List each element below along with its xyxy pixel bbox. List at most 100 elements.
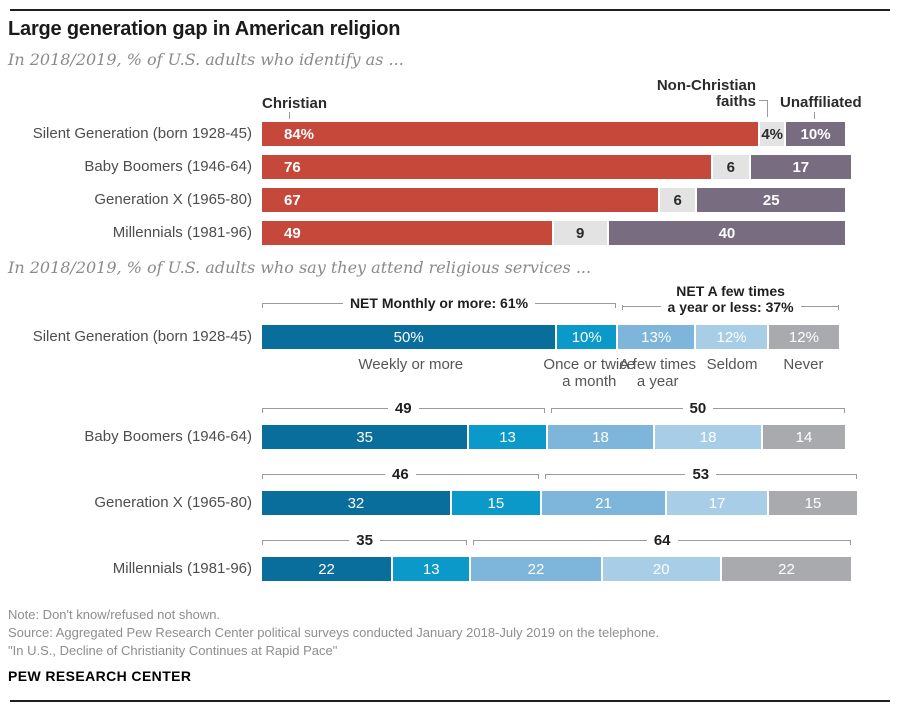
axis-label-never: Never bbox=[783, 356, 824, 373]
page-title: Large generation gap in American religio… bbox=[8, 18, 401, 40]
bracket-line bbox=[545, 473, 686, 475]
bar-segment-non-christian-faiths: 4% bbox=[760, 122, 784, 146]
bar-segment-value: 17 bbox=[792, 158, 810, 176]
bar-segment-seldom: 17 bbox=[667, 491, 767, 515]
stacked-bar: 50% 10% 13% 12% 12% bbox=[262, 325, 840, 349]
stacked-bar: 84% 4% 10% bbox=[262, 122, 846, 146]
legend-unaffiliated-label: Unaffiliated bbox=[780, 94, 862, 111]
top-divider bbox=[10, 9, 890, 11]
bar-segment-christian: 67 bbox=[262, 188, 658, 212]
bar-segment-unaffiliated: 10% bbox=[786, 122, 846, 146]
bar-segment-weekly-or-more: 32 bbox=[262, 491, 450, 515]
bracket-tick bbox=[262, 473, 263, 479]
bar-segment-seldom: 18 bbox=[655, 425, 761, 449]
legend-non-christian-label: Non-Christian faiths bbox=[656, 77, 756, 110]
net-left-bracket: 35 bbox=[262, 530, 468, 550]
net-left-bracket: 49 bbox=[262, 398, 545, 418]
bar-segment-seldom: 12% bbox=[696, 325, 767, 349]
source-line: Source: Aggregated Pew Research Center p… bbox=[8, 625, 660, 640]
bracket-tick bbox=[262, 407, 263, 413]
bracket-line bbox=[551, 407, 683, 409]
bar-segment-value: 49 bbox=[284, 224, 301, 242]
bar-segment-non-christian-faiths: 6 bbox=[659, 188, 696, 212]
net-right-bracket: 50 bbox=[550, 398, 846, 418]
bar-segment-value: 10% bbox=[571, 328, 602, 346]
row-label-generation-x-1965-80: Generation X (1965-80) bbox=[94, 494, 252, 511]
chart2-subtitle: In 2018/2019, % of U.S. adults who say t… bbox=[8, 258, 592, 277]
bar-segment-value: 18 bbox=[592, 428, 609, 446]
net-right-bracket-label: 64 bbox=[653, 531, 671, 549]
bar-segment-value: 67 bbox=[284, 191, 301, 209]
non-christian-leader-line-v bbox=[767, 100, 768, 117]
bar-segment-a-few-times-a-year: 13% bbox=[618, 325, 695, 349]
bar-segment-value: 15 bbox=[487, 494, 505, 512]
bar-segment-value: 14 bbox=[795, 428, 813, 446]
bar-segment-unaffiliated: 40 bbox=[608, 221, 846, 245]
bar-segment-value: 4% bbox=[761, 125, 784, 143]
net-left-bracket-label: 35 bbox=[356, 531, 373, 549]
stacked-bar: 22 13 22 20 22 bbox=[262, 557, 852, 581]
bracket-line bbox=[263, 407, 388, 409]
bottom-divider bbox=[10, 700, 890, 702]
row-label-silent-generation-born-1928-45: Silent Generation (born 1928-45) bbox=[32, 328, 252, 345]
bar-segment-value: 32 bbox=[347, 494, 365, 512]
bar-segment-christian: 84% bbox=[262, 122, 759, 146]
bar-segment-once-or-twice-a-month: 13 bbox=[469, 425, 546, 449]
bar-segment-a-few-times-a-year: 21 bbox=[541, 491, 666, 515]
bracket-tick bbox=[615, 302, 617, 308]
bar-segment-value: 17 bbox=[708, 494, 726, 512]
brand-label: PEW RESEARCH CENTER bbox=[8, 668, 192, 684]
bar-segment-weekly-or-more: 22 bbox=[262, 557, 392, 581]
bar-segment-value: 6 bbox=[726, 158, 736, 176]
bar-segment-value: 9 bbox=[575, 224, 585, 242]
bar-segment-a-few-times-a-year: 18 bbox=[547, 425, 654, 449]
bracket-tick bbox=[544, 473, 546, 479]
bar-segment-value: 76 bbox=[284, 158, 301, 176]
report-title-line: "In U.S., Decline of Christianity Contin… bbox=[8, 643, 338, 658]
net-few-times-bracket: NET A few times a year or less: 37% bbox=[622, 281, 840, 315]
bracket-line bbox=[263, 473, 385, 475]
unaffiliated-leader-line bbox=[814, 112, 815, 119]
row-label-baby-boomers-1946-64: Baby Boomers (1946-64) bbox=[84, 158, 252, 175]
bar-segment-unaffiliated: 25 bbox=[697, 188, 846, 212]
stacked-bar: 67 6 25 bbox=[262, 188, 846, 212]
bar-segment-value: 50% bbox=[393, 328, 424, 346]
bar-segment-weekly-or-more: 35 bbox=[262, 425, 468, 449]
bracket-tick bbox=[537, 473, 539, 479]
chart1-subtitle: In 2018/2019, % of U.S. adults who ident… bbox=[8, 50, 404, 69]
bar-segment-value: 22 bbox=[318, 560, 335, 578]
bar-segment-never: 15 bbox=[768, 491, 857, 515]
bracket-line bbox=[415, 473, 538, 475]
net-few-times-bracket-label: NET A few times a year or less: 37% bbox=[667, 283, 794, 315]
bracket-line bbox=[713, 407, 845, 409]
bracket-tick bbox=[466, 539, 468, 545]
bracket-line bbox=[263, 539, 350, 541]
bar-segment-christian: 49 bbox=[262, 221, 552, 245]
net-monthly-bracket-label: NET Monthly or more: 61% bbox=[349, 295, 529, 311]
bracket-line bbox=[800, 306, 839, 307]
row-label-generation-x-1965-80: Generation X (1965-80) bbox=[94, 191, 252, 208]
bracket-line bbox=[379, 539, 467, 541]
bar-segment-value: 12% bbox=[716, 328, 747, 346]
bracket-tick bbox=[855, 473, 857, 479]
note-line: Note: Don't know/refused not shown. bbox=[8, 607, 221, 622]
bar-segment-never: 12% bbox=[768, 325, 840, 349]
bar-segment-value: 13 bbox=[499, 428, 516, 446]
bar-segment-unaffiliated: 17 bbox=[750, 155, 852, 179]
bar-segment-value: 22 bbox=[527, 560, 545, 578]
bar-segment-value: 35 bbox=[356, 428, 374, 446]
row-label-silent-generation-born-1928-45: Silent Generation (born 1928-45) bbox=[32, 125, 252, 142]
bracket-tick bbox=[844, 407, 846, 413]
bar-segment-value: 12% bbox=[788, 328, 819, 346]
bar-segment-value: 22 bbox=[778, 560, 795, 578]
stacked-bar: 76 6 17 bbox=[262, 155, 852, 179]
row-label-millennials-1981-96: Millennials (1981-96) bbox=[112, 224, 252, 241]
net-right-bracket: 64 bbox=[473, 530, 852, 550]
axis-label-once-or-twice-a-month: Once or twice a month bbox=[543, 356, 636, 390]
bar-segment-never: 22 bbox=[721, 557, 852, 581]
bar-segment-weekly-or-more: 50% bbox=[262, 325, 556, 349]
axis-label-a-few-times-a-year: A few times a year bbox=[619, 356, 697, 390]
bar-segment-value: 20 bbox=[652, 560, 670, 578]
bracket-tick bbox=[262, 302, 263, 308]
